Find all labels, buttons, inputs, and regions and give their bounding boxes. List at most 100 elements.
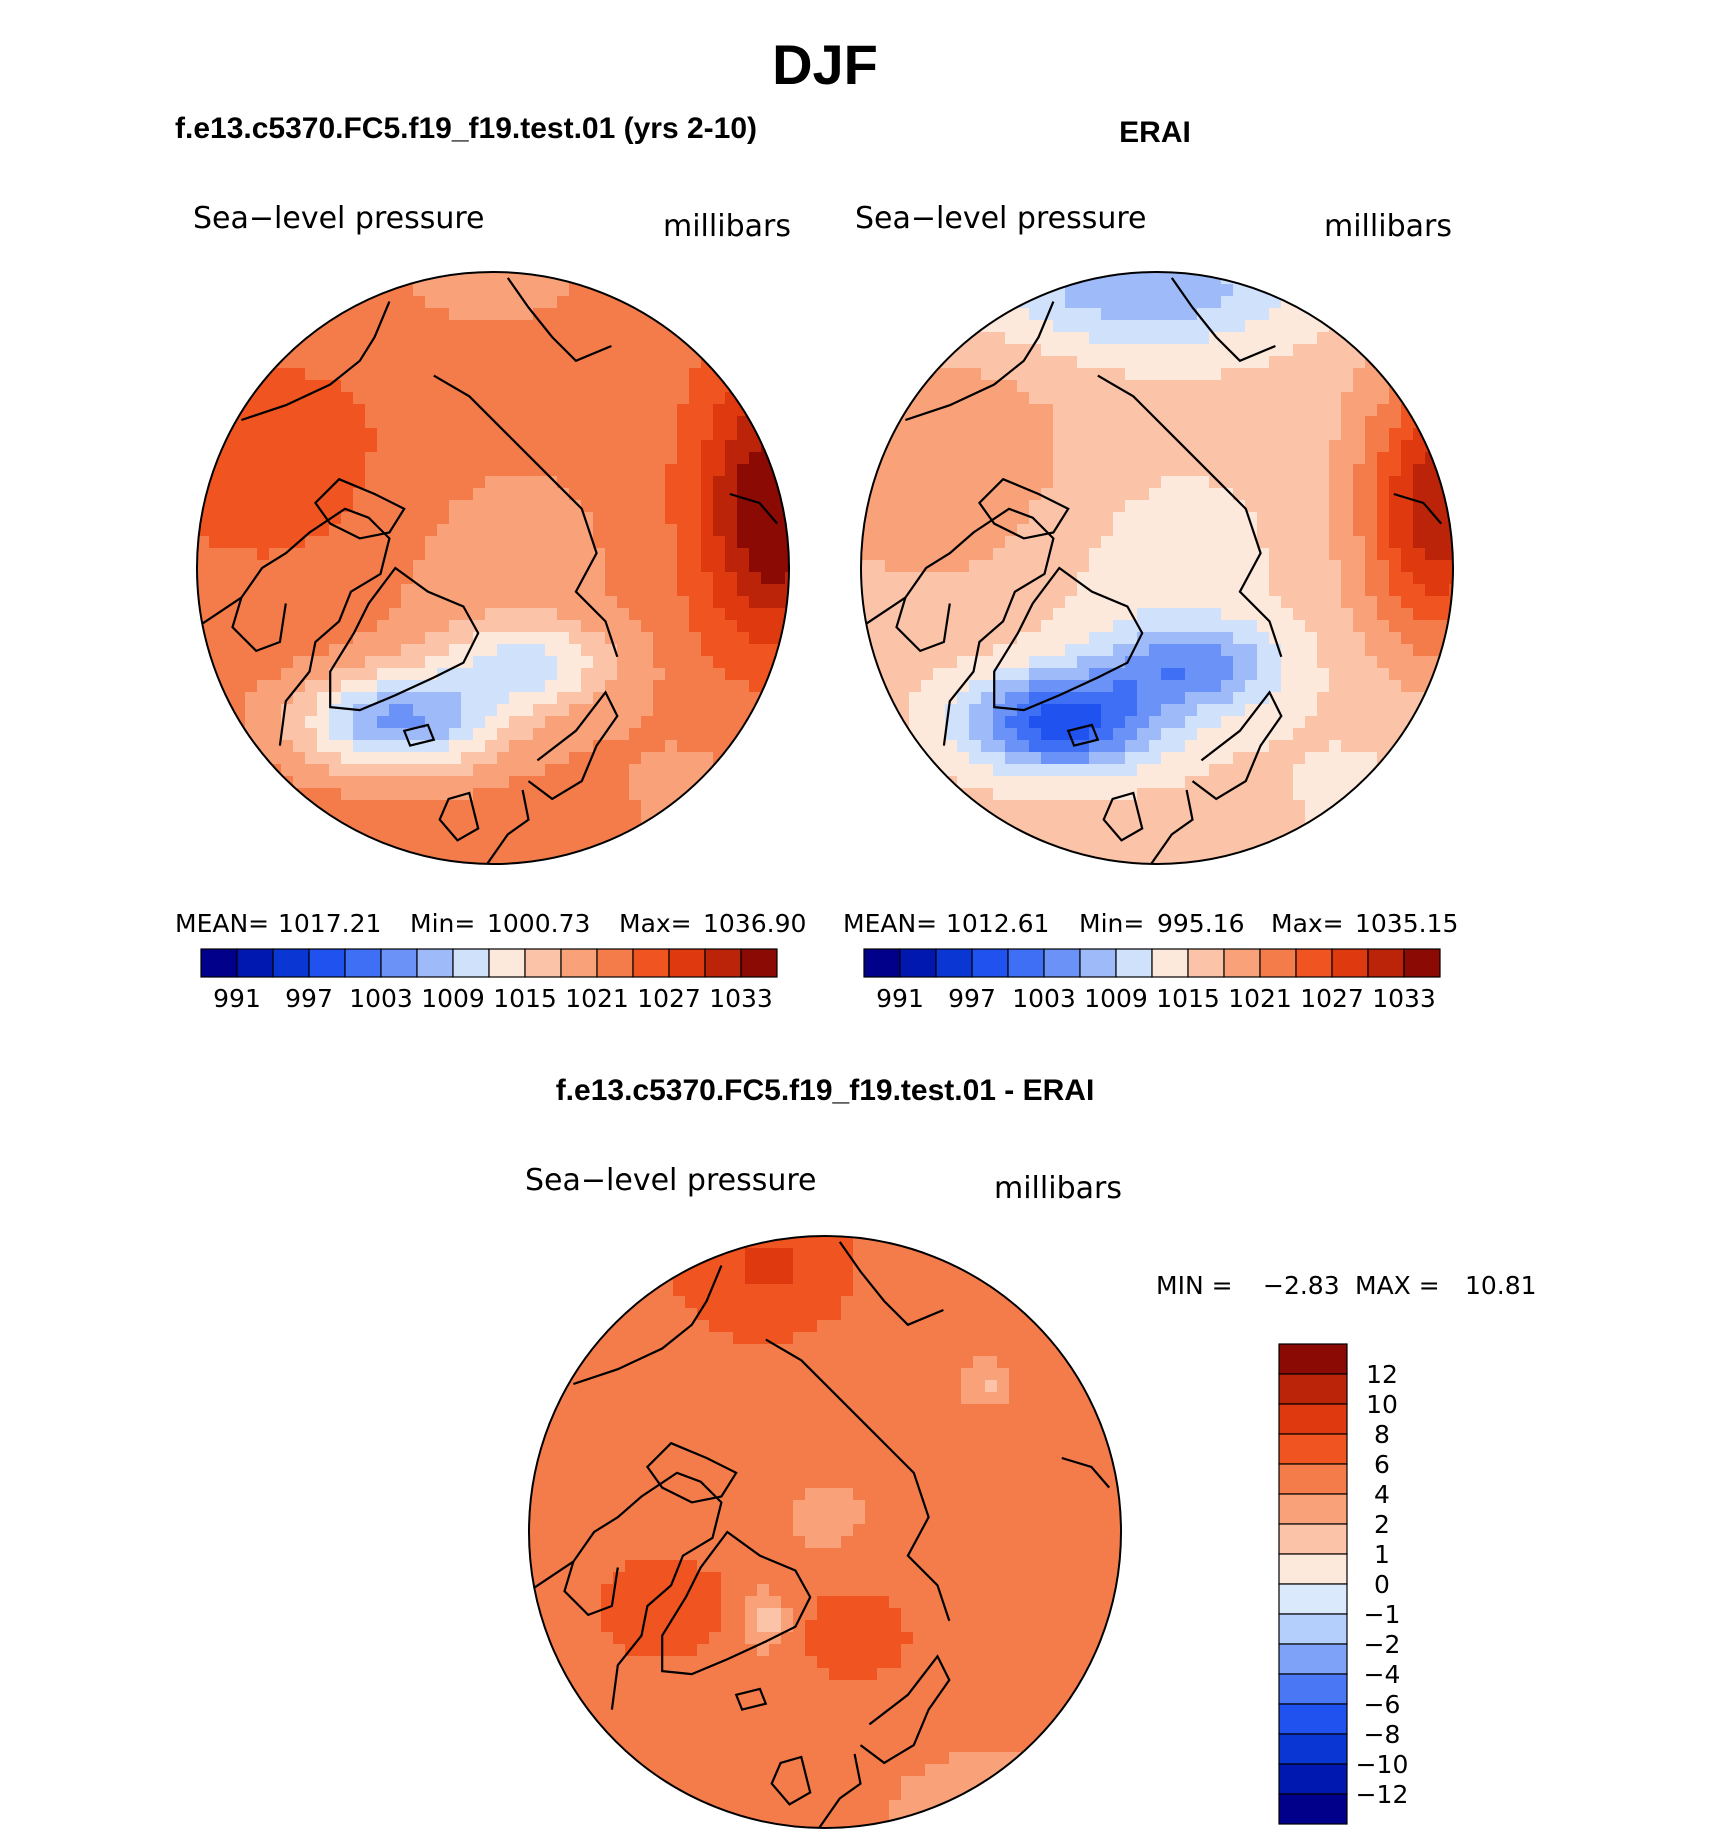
contour-cell: [637, 1428, 650, 1441]
contour-cell: [509, 692, 522, 705]
contour-cell: [769, 1380, 782, 1393]
contour-cell: [689, 476, 702, 489]
contour-cell: [885, 584, 898, 597]
contour-cell: [533, 716, 546, 729]
contour-cell: [1233, 632, 1246, 645]
contour-cell: [1389, 536, 1402, 549]
contour-cell: [485, 800, 498, 813]
contour-cell: [1221, 344, 1234, 357]
contour-cell: [605, 392, 618, 405]
contour-cell: [1293, 344, 1306, 357]
contour-cell: [209, 500, 222, 513]
contour-cell: [449, 332, 462, 345]
contour-cell: [1077, 752, 1090, 765]
contour-cell: [1077, 404, 1090, 417]
contour-cell: [365, 764, 378, 777]
contour-cell: [973, 1320, 986, 1333]
contour-cell: [317, 416, 330, 429]
contour-cell: [1281, 788, 1294, 801]
okhotsk-island-coast: [1393, 492, 1443, 525]
contour-cell: [245, 524, 258, 537]
contour-cell: [581, 788, 594, 801]
contour-cell: [581, 404, 594, 417]
contour-cell: [305, 680, 318, 693]
contour-cell: [721, 1236, 734, 1249]
contour-cell: [1005, 548, 1018, 561]
contour-cell: [629, 392, 642, 405]
contour-cell: [865, 1236, 878, 1249]
greenland-coast: [993, 566, 1144, 712]
contour-cell: [701, 380, 714, 393]
contour-cell: [721, 1380, 734, 1393]
contour-cell: [533, 800, 546, 813]
contour-cell: [1221, 524, 1234, 537]
contour-cell: [461, 692, 474, 705]
contour-cell: [569, 296, 582, 309]
contour-cell: [1173, 452, 1186, 465]
contour-cell: [245, 644, 258, 657]
contour-cell: [653, 356, 666, 369]
contour-cell: [1149, 608, 1162, 621]
contour-cell: [1041, 788, 1054, 801]
contour-cell: [1065, 512, 1078, 525]
contour-cell: [569, 440, 582, 453]
contour-cell: [933, 428, 946, 441]
contour-cell: [993, 632, 1006, 645]
contour-cell: [1081, 1416, 1094, 1429]
contour-cell: [1173, 296, 1186, 309]
contour-cell: [257, 512, 270, 525]
contour-cell: [1257, 500, 1270, 513]
contour-cell: [1065, 740, 1078, 753]
contour-cell: [805, 1428, 818, 1441]
contour-cell: [1053, 392, 1066, 405]
contour-cell: [641, 788, 654, 801]
contour-cell: [641, 440, 654, 453]
contour-cell: [1053, 572, 1066, 585]
contour-cell: [1089, 380, 1102, 393]
contour-cell: [473, 344, 486, 357]
contour-cell: [749, 572, 762, 585]
contour-cell: [1185, 284, 1198, 297]
contour-cell: [665, 560, 678, 573]
contour-cell: [1137, 548, 1150, 561]
contour-cell: [1021, 1296, 1034, 1309]
contour-cell: [689, 404, 702, 417]
contour-cell: [957, 524, 970, 537]
contour-cell: [945, 596, 958, 609]
contour-cell: [1245, 488, 1258, 501]
contour-cell: [817, 1284, 830, 1297]
contour-cell: [1269, 464, 1282, 477]
contour-cell: [677, 476, 690, 489]
contour-cell: [317, 608, 330, 621]
contour-cell: [973, 1428, 986, 1441]
contour-cell: [1173, 644, 1186, 657]
contour-cell: [593, 644, 606, 657]
contour-cell: [689, 620, 702, 633]
contour-cell: [305, 776, 318, 789]
contour-cell: [617, 728, 630, 741]
contour-cell: [1005, 752, 1018, 765]
contour-cell: [209, 524, 222, 537]
contour-cell: [901, 1272, 914, 1285]
contour-cell: [1305, 632, 1318, 645]
contour-cell: [725, 584, 738, 597]
contour-cell: [605, 512, 618, 525]
contour-cell: [937, 1368, 950, 1381]
contour-cell: [1077, 704, 1090, 717]
contour-cell: [293, 404, 306, 417]
contour-cell: [1245, 476, 1258, 489]
contour-cell: [545, 728, 558, 741]
contour-cell: [281, 728, 294, 741]
contour-cell: [617, 680, 630, 693]
contour-cell: [1113, 332, 1126, 345]
contour-cell: [509, 740, 522, 753]
contour-cell: [1053, 272, 1066, 285]
contour-cell: [497, 536, 510, 549]
contour-cell: [865, 1296, 878, 1309]
contour-cell: [697, 1284, 710, 1297]
contour-cell: [497, 656, 510, 669]
contour-cell: [1065, 788, 1078, 801]
contour-cell: [1365, 488, 1378, 501]
contour-cell: [1005, 368, 1018, 381]
contour-cell: [1233, 368, 1246, 381]
